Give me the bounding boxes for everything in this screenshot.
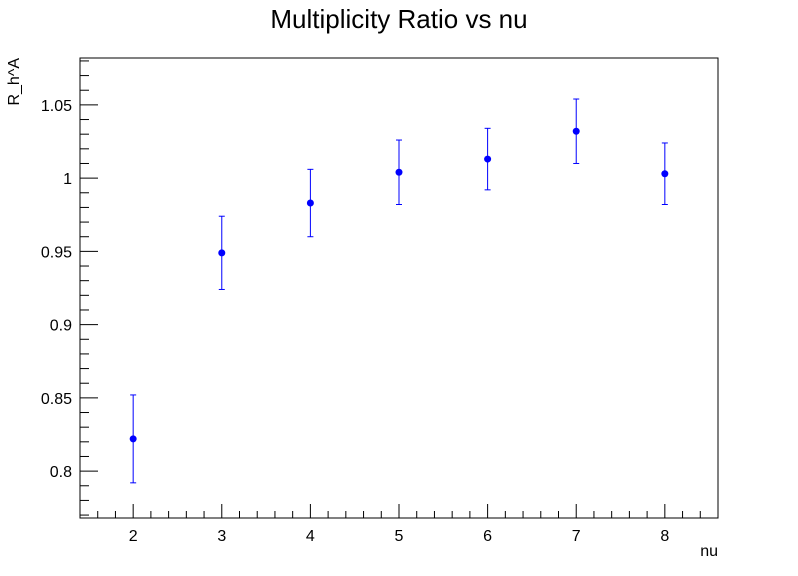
data-point [218,249,225,256]
data-point [661,170,668,177]
data-point [130,435,137,442]
data-point [307,200,314,207]
chart-title: Multiplicity Ratio vs nu [270,4,527,34]
y-tick-label: 0.9 [50,318,72,335]
y-tick-label: 1.05 [41,98,72,115]
y-tick-label: 1 [63,171,72,188]
y-axis: 0.8 0.85 0.9 0.95 1 1.05 [41,61,98,515]
plot-frame [80,58,718,518]
x-tick-label: 8 [660,528,669,545]
data-point [484,156,491,163]
y-tick-label: 0.85 [41,391,72,408]
x-tick-label: 7 [572,528,581,545]
y-tick-label: 0.95 [41,244,72,261]
data-point [396,169,403,176]
y-axis-label: R_h^A [6,58,23,106]
x-tick-label: 6 [483,528,492,545]
data-points [130,99,669,483]
x-tick-label: 2 [129,528,138,545]
x-tick-label: 5 [395,528,404,545]
x-tick-label: 4 [306,528,315,545]
y-tick-label: 0.8 [50,464,72,481]
x-axis: 2 3 4 5 6 7 8 [80,504,718,545]
data-point [573,128,580,135]
x-tick-label: 3 [217,528,226,545]
x-axis-label: nu [700,543,718,560]
